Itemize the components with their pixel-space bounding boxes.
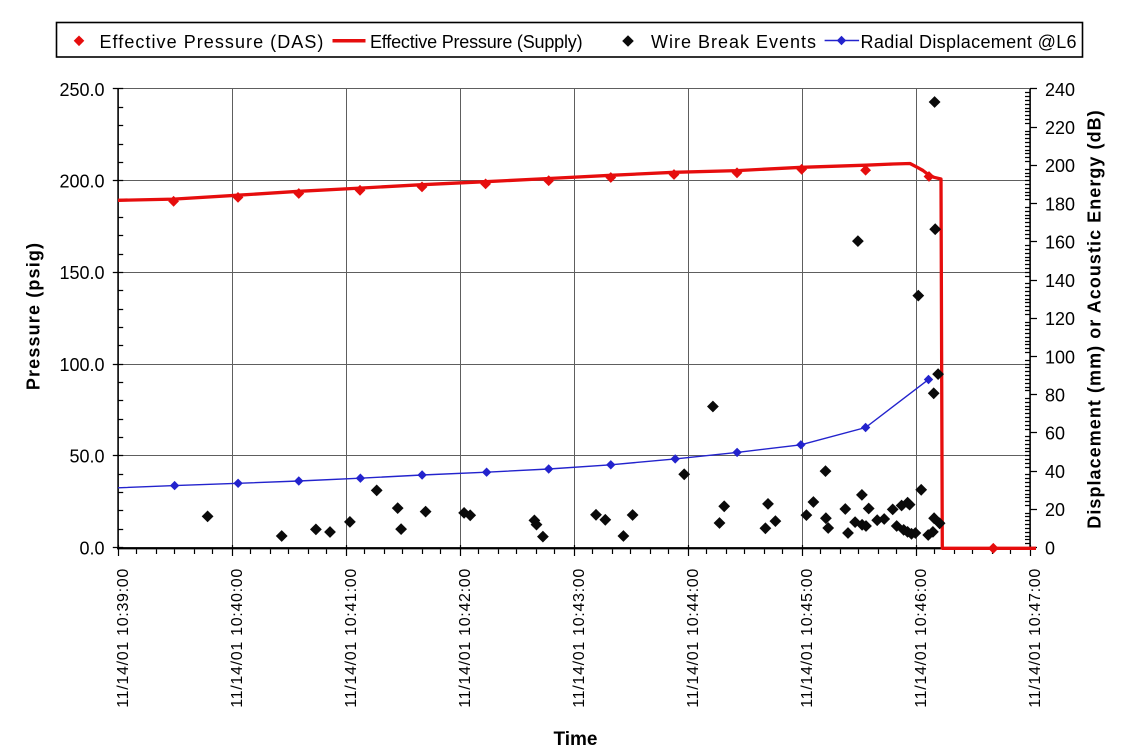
svg-text:40: 40 [1045,462,1065,482]
svg-text:100: 100 [1045,347,1075,367]
svg-text:240: 240 [1045,80,1075,100]
svg-text:11/14/01 10:43:00: 11/14/01 10:43:00 [571,568,588,708]
svg-text:120: 120 [1045,309,1075,329]
svg-text:0.0: 0.0 [79,538,104,558]
svg-text:Radial Displacement @L6: Radial Displacement @L6 [861,32,1077,52]
svg-text:11/14/01 10:45:00: 11/14/01 10:45:00 [799,568,816,708]
svg-text:140: 140 [1045,271,1075,291]
svg-text:150.0: 150.0 [59,263,104,283]
svg-text:Pressure (psig): Pressure (psig) [24,242,44,390]
svg-text:220: 220 [1045,118,1075,138]
svg-text:11/14/01 10:40:00: 11/14/01 10:40:00 [229,568,246,708]
svg-text:11/14/01 10:39:00: 11/14/01 10:39:00 [115,568,132,708]
svg-text:11/14/01 10:47:00: 11/14/01 10:47:00 [1027,568,1044,708]
svg-text:Effective Pressure (Supply): Effective Pressure (Supply) [370,32,582,52]
svg-text:0: 0 [1045,538,1055,558]
svg-text:20: 20 [1045,500,1065,520]
svg-text:180: 180 [1045,194,1075,214]
svg-text:Time: Time [553,729,597,750]
svg-text:11/14/01 10:44:00: 11/14/01 10:44:00 [685,568,702,708]
svg-text:11/14/01 10:41:00: 11/14/01 10:41:00 [343,568,360,708]
svg-text:200: 200 [1045,156,1075,176]
svg-text:80: 80 [1045,386,1065,406]
svg-text:60: 60 [1045,424,1065,444]
svg-text:200.0: 200.0 [59,172,104,192]
svg-text:250.0: 250.0 [59,80,104,100]
svg-text:Displacement (mm) or Acoustic: Displacement (mm) or Acoustic Energy (dB… [1085,109,1105,528]
svg-text:100.0: 100.0 [59,355,104,375]
svg-text:11/14/01 10:42:00: 11/14/01 10:42:00 [457,568,474,708]
svg-text:Effective Pressure (DAS): Effective Pressure (DAS) [100,32,325,52]
svg-text:160: 160 [1045,233,1075,253]
svg-text:Wire Break Events: Wire Break Events [651,32,817,52]
svg-text:11/14/01 10:46:00: 11/14/01 10:46:00 [913,568,930,708]
svg-text:50.0: 50.0 [69,447,104,467]
